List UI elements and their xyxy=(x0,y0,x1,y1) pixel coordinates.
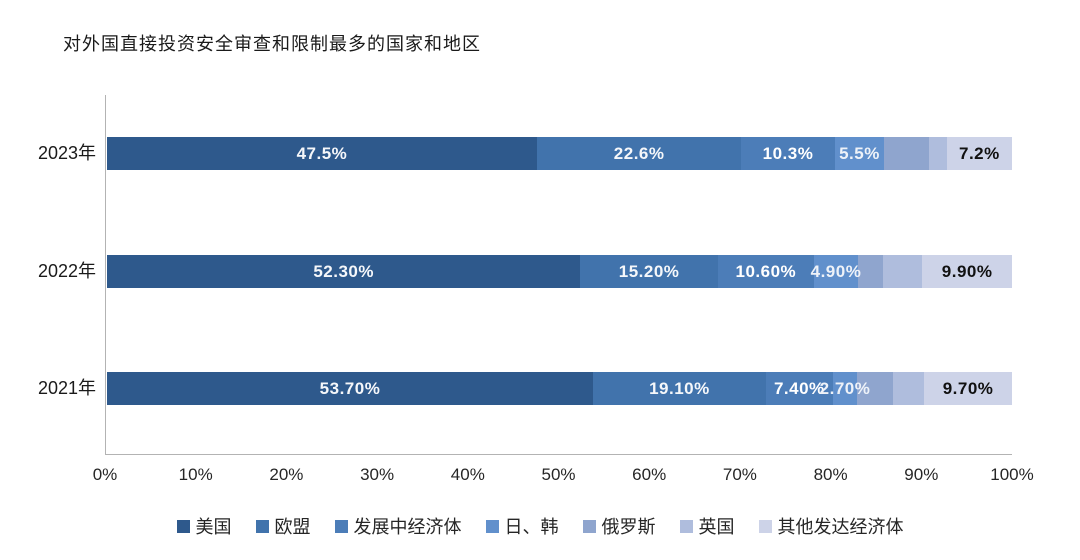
legend: 美国 欧盟 发展中经济体 日、韩 俄罗斯 英国 其他发达经济体 xyxy=(0,513,1080,539)
bar-row: 53.70% 19.10% 7.40% 2.70% 9.70% xyxy=(107,372,1012,405)
bar-value-label: 4.90% xyxy=(810,261,862,281)
legend-swatch-icon xyxy=(334,519,348,533)
category-label: 2023年 xyxy=(37,143,96,163)
legend-item: 俄罗斯 xyxy=(582,513,656,539)
legend-label: 俄罗斯 xyxy=(601,517,656,537)
legend-label: 其他发达经济体 xyxy=(777,517,904,537)
bar-value-label: 10.60% xyxy=(735,261,797,281)
bar-segment: 15.20% xyxy=(580,255,718,288)
legend-swatch-icon xyxy=(255,519,269,533)
bar-segment: 5.5% xyxy=(834,137,885,170)
bar-value-label: 15.20% xyxy=(618,261,680,281)
legend-label: 日、韩 xyxy=(504,517,559,537)
legend-label: 英国 xyxy=(698,517,735,537)
legend-label: 美国 xyxy=(195,517,232,537)
bar-value-label: 9.70% xyxy=(942,378,994,398)
x-tick-label: 90% xyxy=(904,465,939,484)
bar-value-label: 52.30% xyxy=(313,261,374,281)
bar-segment xyxy=(884,137,929,170)
bar-value-label: 9.90% xyxy=(941,261,993,281)
x-tick-label: 30% xyxy=(360,465,395,484)
x-axis: 0% 10% 20% 30% 40% 50% 60% 70% 80% 90% 100% xyxy=(93,465,1034,489)
bar-row: 47.5% 22.6% 10.3% 5.5% 7.2% xyxy=(107,137,1012,170)
chart-title: 对外国直接投资安全审查和限制最多的国家和地区 xyxy=(63,34,481,54)
bar-segment: 4.90% xyxy=(811,255,861,288)
category-label: 2022年 xyxy=(37,261,96,281)
bar-segment: 53.70% xyxy=(107,372,593,405)
bar-value-label: 7.2% xyxy=(959,143,1000,163)
legend-item: 美国 xyxy=(176,513,232,539)
bar-segment: 9.70% xyxy=(924,372,1012,405)
x-tick-label: 80% xyxy=(813,465,848,484)
plot-area: 47.5% 22.6% 10.3% 5.5% 7.2% 52.30% 15.20% 10.60… xyxy=(105,95,1012,455)
legend-swatch-icon xyxy=(582,519,596,533)
bar-value-label: 53.70% xyxy=(319,378,381,398)
legend-item: 发展中经济体 xyxy=(334,513,462,539)
x-tick-label: 50% xyxy=(541,465,576,484)
bar-value-label: 10.3% xyxy=(762,143,814,163)
bar-value-label: 7.40% xyxy=(773,378,825,398)
bar-value-label: 19.10% xyxy=(649,378,710,398)
legend-item: 日、韩 xyxy=(485,513,559,539)
legend-item: 其他发达经济体 xyxy=(758,513,904,539)
x-tick-label: 100% xyxy=(990,465,1034,484)
bar-segment: 22.6% xyxy=(536,137,742,170)
bar-segment: 9.90% xyxy=(922,255,1012,288)
bar-segment xyxy=(858,255,884,288)
bar-segment: 2.70% xyxy=(820,372,870,405)
bar-segment xyxy=(883,255,923,288)
x-tick-label: 20% xyxy=(269,465,304,484)
legend-label: 欧盟 xyxy=(274,517,311,537)
bar-segment: 10.3% xyxy=(741,137,835,170)
bar-segment xyxy=(892,372,925,405)
x-tick-label: 60% xyxy=(632,465,667,484)
x-tick-label: 70% xyxy=(722,465,757,484)
bar-value-label: 22.6% xyxy=(613,143,665,163)
legend-item: 英国 xyxy=(679,513,735,539)
legend-swatch-icon xyxy=(679,519,693,533)
bar-segment: 7.40% xyxy=(765,372,833,405)
x-tick-label: 10% xyxy=(178,465,213,484)
legend-swatch-icon xyxy=(758,519,772,533)
x-tick-label: 0% xyxy=(92,465,118,484)
legend-item: 欧盟 xyxy=(255,513,311,539)
bar-segment: 19.10% xyxy=(592,372,766,405)
bar-segment xyxy=(928,137,947,170)
category-label: 2021年 xyxy=(37,378,96,398)
legend-swatch-icon xyxy=(176,519,190,533)
bar-segment: 47.5% xyxy=(107,137,537,170)
bar-value-label: 5.5% xyxy=(839,143,880,163)
bar-segment: 10.60% xyxy=(717,255,814,288)
legend-label: 发展中经济体 xyxy=(353,517,462,537)
legend-swatch-icon xyxy=(485,519,499,533)
bar-row: 52.30% 15.20% 10.60% 4.90% 9.90% xyxy=(107,255,1012,288)
bar-segment: 52.30% xyxy=(107,255,581,288)
bar-segment xyxy=(857,372,893,405)
bar-value-label: 47.5% xyxy=(296,143,348,163)
bar-value-label: 2.70% xyxy=(819,378,871,398)
bar-segment: 7.2% xyxy=(946,137,1012,170)
x-tick-label: 40% xyxy=(450,465,485,484)
